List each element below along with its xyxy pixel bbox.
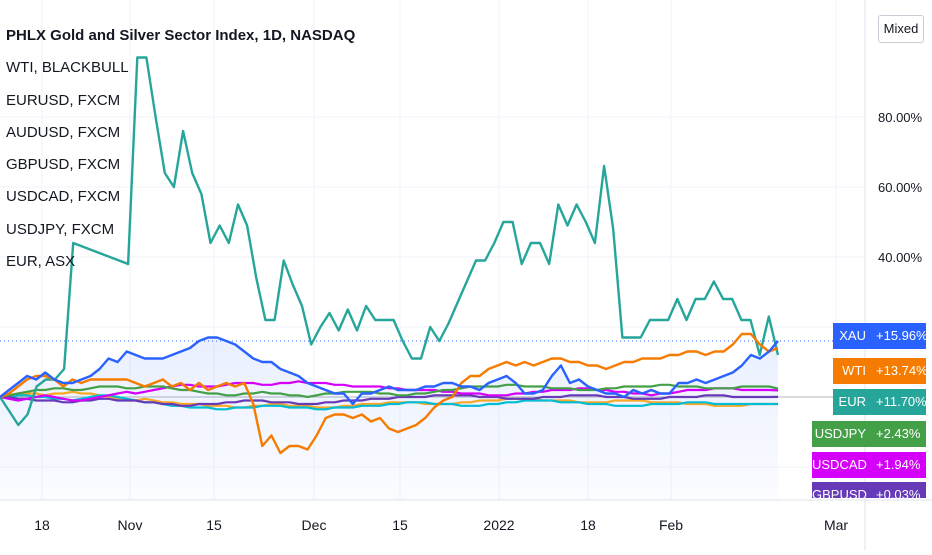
- scale-mode-button[interactable]: Mixed: [878, 15, 924, 43]
- badge-eur: EUR +11.70%: [833, 389, 927, 415]
- x-axis: 18 Nov 15 Dec 15 2022 18 Feb Mar: [34, 517, 848, 533]
- badge-value: +15.96%: [876, 328, 928, 343]
- series-line-xau: [0, 336, 779, 406]
- x-tick-label: 15: [206, 517, 222, 533]
- legend-item-eurusd: EURUSD, FXCM: [6, 91, 121, 109]
- badge-usdjpy: USDJPY +2.43%: [812, 421, 926, 447]
- badge-value: +2.43%: [876, 426, 921, 441]
- series-lines: [0, 56, 780, 455]
- legend-item-wti: WTI, BLACKBULL: [6, 59, 129, 77]
- x-tick-label: Mar: [824, 517, 848, 533]
- legend-item-usdjpy: USDJPY, FXCM: [6, 220, 115, 238]
- legend-item-gbpusd: GBPUSD, FXCM: [6, 156, 121, 174]
- badge-value: +1.94%: [876, 457, 921, 472]
- xau-area-fill: [0, 337, 778, 500]
- badge-value: +11.70%: [876, 394, 927, 409]
- y-axis: 20.00%40.00%60.00%80.00%: [878, 110, 923, 335]
- badge-xau: XAU +15.96%: [833, 323, 928, 349]
- series-area-xau: [0, 337, 778, 500]
- series-line-eur: [0, 56, 780, 427]
- legend-item-eur: EUR, ASX: [6, 253, 76, 271]
- series-line-audusd: [0, 394, 778, 411]
- series-line-usdcad: [0, 380, 779, 402]
- y-tick-label: 40.00%: [878, 250, 923, 265]
- x-tick-label: Dec: [302, 517, 327, 533]
- legend-title: PHLX Gold and Silver Sector Index, 1D, N…: [6, 27, 356, 44]
- y-tick-label: 60.00%: [878, 180, 923, 195]
- y-tick-label: 80.00%: [878, 110, 923, 125]
- badge-value: +0.03%: [876, 487, 921, 498]
- badge-symbol: EUR: [838, 394, 866, 409]
- badge-usdcad: USDCAD +1.94%: [812, 452, 926, 478]
- x-tick-label: 18: [580, 517, 596, 533]
- legend-item-audusd: AUDUSD, FXCM: [6, 123, 121, 141]
- x-tick-label: 15: [392, 517, 408, 533]
- x-tick-label: 2022: [483, 517, 514, 533]
- badge-symbol: USDCAD: [812, 457, 867, 472]
- badge-value: +13.74%: [876, 363, 928, 378]
- badge-wti: WTI +13.74%: [833, 358, 928, 384]
- x-tick-label: Feb: [659, 517, 683, 533]
- badge-gbpusd: GBPUSD +0.03%: [812, 482, 926, 498]
- legend-item-usdcad: USDCAD, FXCM: [6, 188, 121, 206]
- series-line-wti: [0, 332, 779, 455]
- x-tick-label: 18: [34, 517, 50, 533]
- series-line-usdjpy: [0, 383, 779, 399]
- badge-symbol: XAU: [839, 328, 866, 343]
- legend: PHLX Gold and Silver Sector Index, 1D, N…: [6, 20, 355, 278]
- x-tick-label: Nov: [118, 517, 143, 533]
- badge-symbol: WTI: [842, 363, 866, 378]
- series-line-gbpusd: [0, 394, 779, 407]
- badge-symbol: GBPUSD: [812, 487, 867, 498]
- badge-symbol: USDJPY: [814, 426, 866, 441]
